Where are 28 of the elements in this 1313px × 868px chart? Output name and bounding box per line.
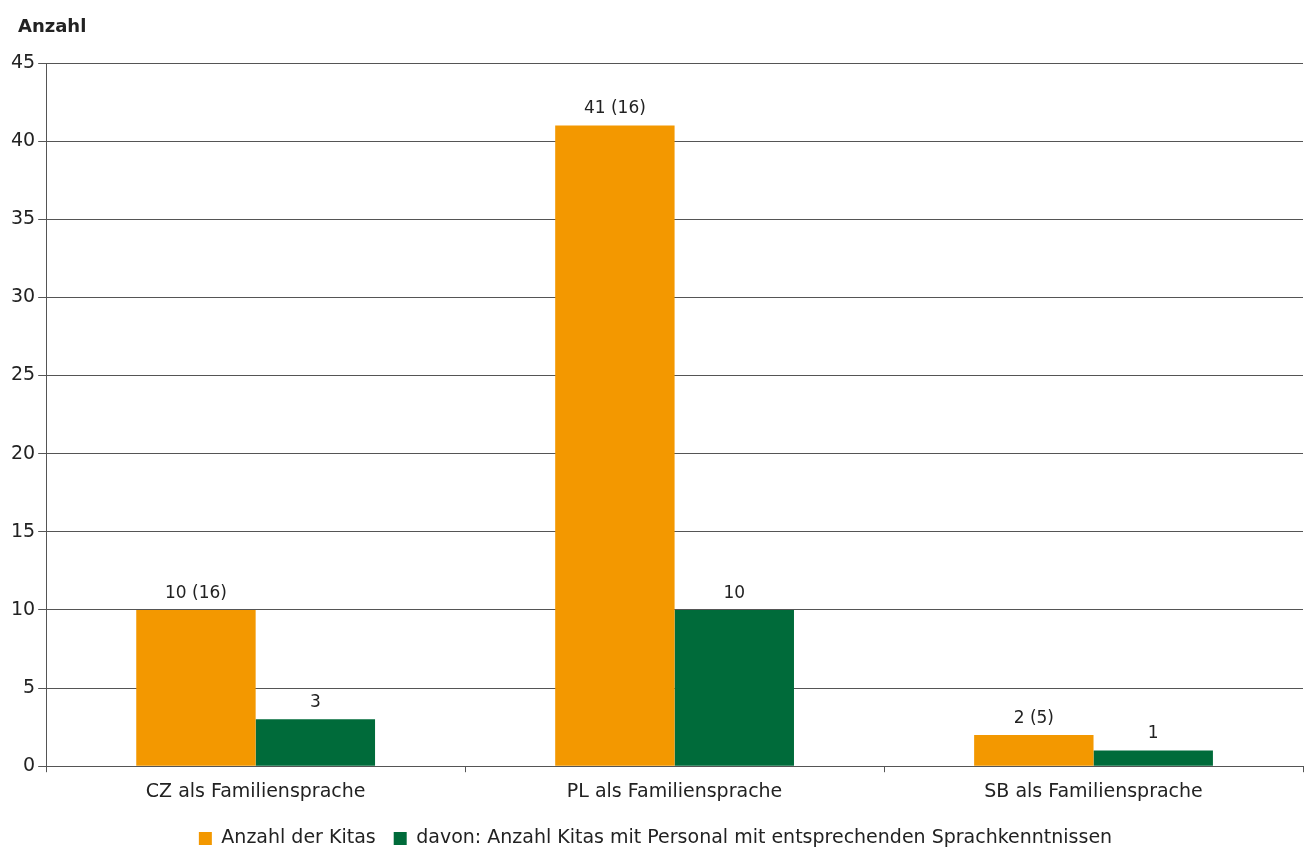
data-label: 1 <box>1147 722 1159 743</box>
data-label: 41 (16) <box>583 97 646 118</box>
bar <box>674 609 794 766</box>
bar <box>136 609 256 766</box>
y-tick-label: 40 <box>10 128 36 151</box>
legend-label: davon: Anzahl Kitas mit Personal mit entsprechenden Sprachkenntnissen <box>416 825 1113 848</box>
bar <box>255 719 376 766</box>
data-label: 2 (5) <box>1013 706 1054 727</box>
legend-label: Anzahl der Kitas <box>221 825 376 848</box>
y-tick-label: 35 <box>10 206 36 229</box>
bar <box>974 734 1094 766</box>
y-axis-title: Anzahl <box>18 14 87 36</box>
y-tick-label: 0 <box>23 753 36 776</box>
x-tick-label: PL als Familiensprache <box>566 778 783 801</box>
data-label: 10 (16) <box>164 581 227 602</box>
y-tick-label: 25 <box>10 362 36 385</box>
bar <box>555 125 675 766</box>
y-tick-label: 45 <box>10 49 36 72</box>
bar <box>1093 750 1213 766</box>
data-label: 3 <box>309 691 321 712</box>
data-label: 10 <box>723 581 746 602</box>
y-tick-label: 10 <box>10 596 36 619</box>
x-tick-label: SB als Familiensprache <box>984 778 1203 801</box>
y-tick-label: 20 <box>10 440 36 463</box>
x-tick-label: CZ als Familiensprache <box>145 778 366 801</box>
y-tick-label: 30 <box>10 284 36 307</box>
y-tick-label: 15 <box>10 518 36 541</box>
y-tick-label: 5 <box>23 675 36 697</box>
